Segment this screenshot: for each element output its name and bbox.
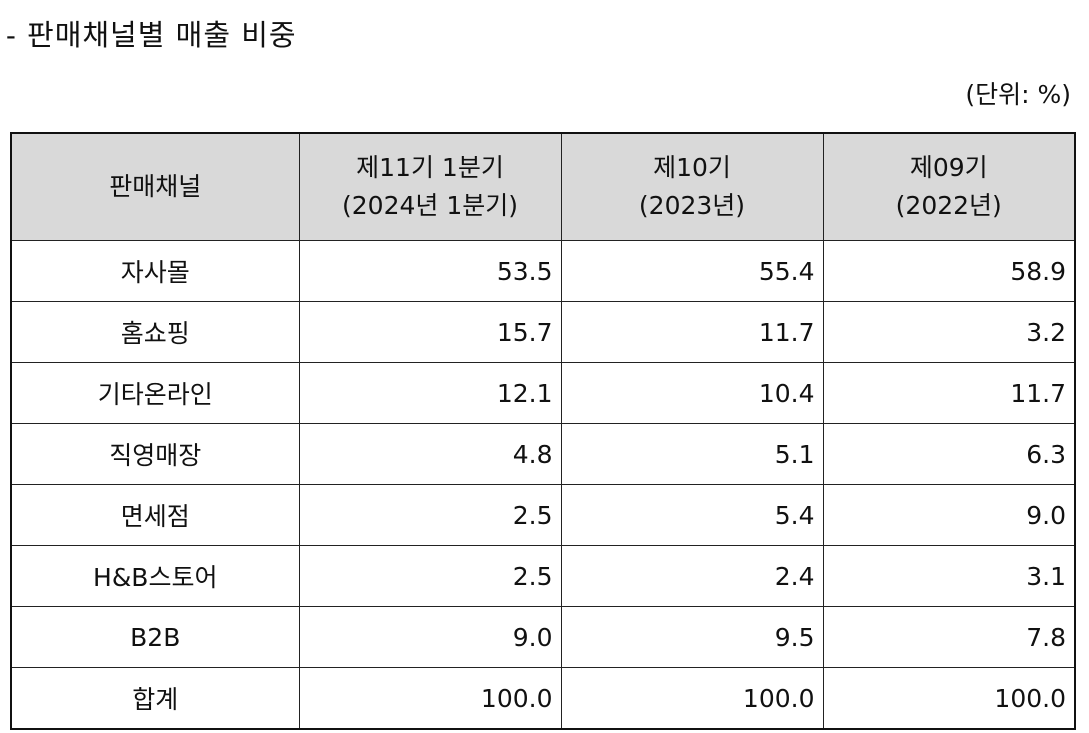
value-cell: 9.5 (560, 606, 824, 668)
value-cell: 2.5 (298, 545, 562, 607)
channel-cell: 자사몰 (10, 240, 300, 302)
value-cell: 9.0 (822, 484, 1076, 546)
total-value-cell: 100.0 (560, 667, 824, 730)
value-cell: 15.7 (298, 301, 562, 363)
total-value-cell: 100.0 (298, 667, 562, 730)
value-cell: 11.7 (560, 301, 824, 363)
value-cell: 3.2 (822, 301, 1076, 363)
value-cell: 5.1 (560, 423, 824, 485)
channel-cell: B2B (10, 606, 300, 668)
table-row: 홈쇼핑 15.7 11.7 3.2 (10, 301, 1076, 363)
value-cell: 6.3 (822, 423, 1076, 485)
value-cell: 10.4 (560, 362, 824, 424)
value-cell: 3.1 (822, 545, 1076, 607)
value-cell: 58.9 (822, 240, 1076, 302)
header-period-2023: 제10기 (2023년) (560, 132, 824, 241)
header-period-2023-date: (2023년) (638, 191, 746, 220)
table-row: B2B 9.0 9.5 7.8 (10, 606, 1076, 668)
header-period-2022-date: (2022년) (895, 191, 1002, 220)
channel-cell: 기타온라인 (10, 362, 300, 424)
value-cell: 55.4 (560, 240, 824, 302)
header-period-2024q1: 제11기 1분기 (2024년 1분기) (298, 132, 562, 241)
channel-cell: 직영매장 (10, 423, 300, 485)
value-cell: 4.8 (298, 423, 562, 485)
unit-note: (단위: %) (965, 80, 1071, 109)
table-row: 면세점 2.5 5.4 9.0 (10, 484, 1076, 546)
value-cell: 7.8 (822, 606, 1076, 668)
header-period-2023-name: 제10기 (653, 153, 731, 182)
table-row: H&B스토어 2.5 2.4 3.1 (10, 545, 1076, 607)
header-period-2022-name: 제09기 (909, 153, 988, 182)
value-cell: 5.4 (560, 484, 824, 546)
table-row: 자사몰 53.5 55.4 58.9 (10, 240, 1076, 302)
table-row: 기타온라인 12.1 10.4 11.7 (10, 362, 1076, 424)
value-cell: 2.4 (560, 545, 824, 607)
value-cell: 2.5 (298, 484, 562, 546)
value-cell: 9.0 (298, 606, 562, 668)
table-row: 직영매장 4.8 5.1 6.3 (10, 423, 1076, 485)
table-header-row: 판매채널 제11기 1분기 (2024년 1분기) 제10기 (2023년) 제… (10, 132, 1076, 241)
header-period-2022: 제09기 (2022년) (822, 132, 1076, 241)
header-period-2024q1-name: 제11기 1분기 (356, 153, 504, 182)
total-row: 합계 100.0 100.0 100.0 (10, 667, 1076, 730)
channel-cell: 면세점 (10, 484, 300, 546)
channel-cell: H&B스토어 (10, 545, 300, 607)
total-label-cell: 합계 (10, 667, 300, 730)
total-value-cell: 100.0 (822, 667, 1076, 730)
section-title: - 판매채널별 매출 비중 (6, 18, 297, 52)
header-period-2024q1-date: (2024년 1분기) (342, 191, 518, 220)
channel-cell: 홈쇼핑 (10, 301, 300, 363)
value-cell: 12.1 (298, 362, 562, 424)
value-cell: 11.7 (822, 362, 1076, 424)
value-cell: 53.5 (298, 240, 562, 302)
sales-channel-table: 판매채널 제11기 1분기 (2024년 1분기) 제10기 (2023년) 제… (10, 132, 1076, 730)
header-channel-label: 판매채널 (109, 172, 202, 201)
header-channel: 판매채널 (10, 132, 300, 241)
